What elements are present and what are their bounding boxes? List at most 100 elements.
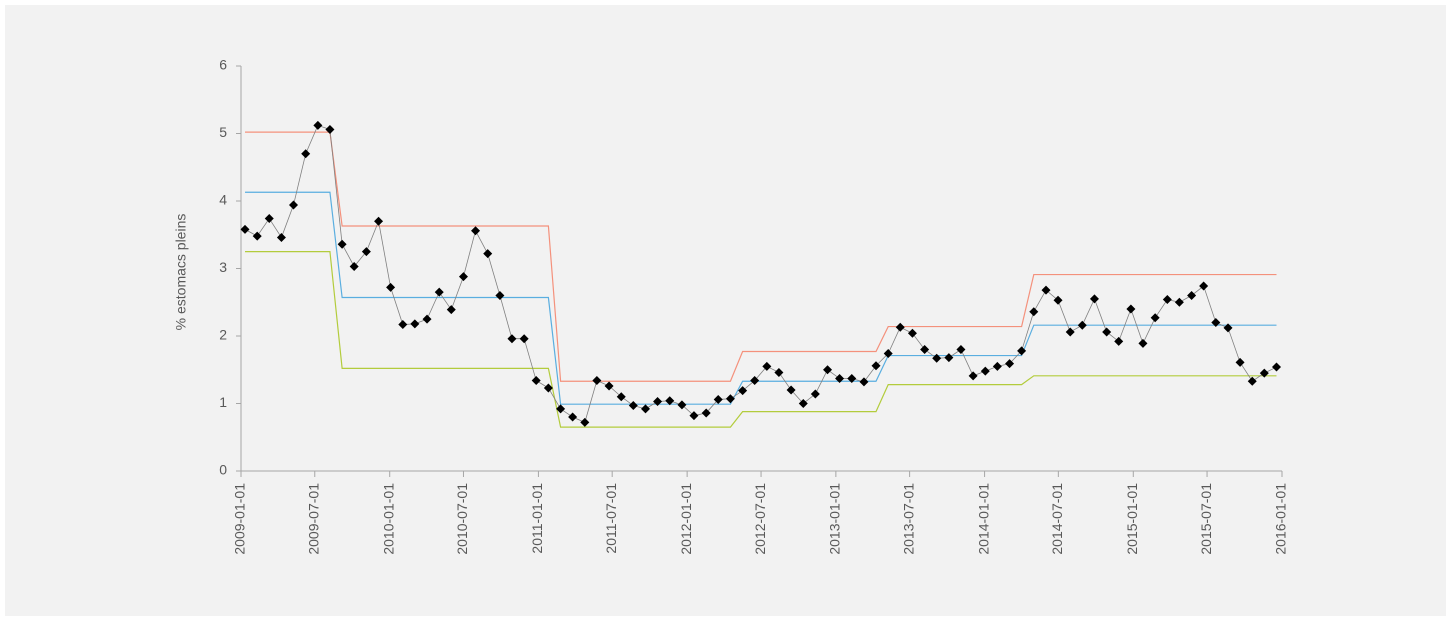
data-point [240,224,250,234]
data-point [1126,304,1136,314]
x-tick-label: 2015-07-01 [1198,483,1214,555]
data-point [1102,327,1112,337]
y-tick-label: 4 [219,192,227,208]
y-tick-label: 2 [219,327,227,343]
data-point [1223,323,1233,333]
data-point [507,334,517,344]
data-point [665,396,675,406]
data-point [434,287,444,297]
data-point [944,353,954,363]
data-point [1271,362,1281,372]
data-point [1199,281,1209,291]
data-point [1077,320,1087,330]
data-point [1259,368,1269,378]
data-point [1138,338,1148,348]
data-point [568,412,578,422]
data-point [446,305,456,315]
x-tick-label: 2010-07-01 [454,483,470,555]
data-point [556,404,566,414]
data-point [604,381,614,391]
data-point [980,366,990,376]
data-point [823,365,833,375]
data-point [713,394,723,404]
data-point [616,392,626,402]
y-axis-label: % estomacs pleins [173,214,189,331]
data-point [398,320,408,330]
data-point [543,383,553,393]
data-point [580,417,590,427]
data-point [1211,318,1221,327]
data-point [1053,295,1063,305]
data-point [992,361,1002,371]
data-point [810,389,820,399]
data-point [1017,346,1027,356]
data-point [1162,295,1172,305]
y-tick-label: 6 [219,57,227,73]
x-tick-label: 2011-01-01 [529,483,545,554]
series-line [245,131,1277,382]
data-point [349,261,359,271]
data-point [786,385,796,395]
data-point [519,334,529,344]
data-point [1041,285,1051,295]
x-tick-label: 2014-01-01 [975,483,991,555]
data-point [1089,294,1099,304]
data-point [835,374,845,384]
data-point [252,231,262,241]
y-tick-label: 3 [219,259,227,275]
data-point [653,396,663,406]
x-tick-label: 2009-07-01 [305,483,321,555]
data-point [1247,376,1257,386]
data-point [495,291,505,300]
x-tick-label: 2013-01-01 [827,483,843,555]
x-tick-label: 2012-01-01 [678,483,694,555]
data-point [883,349,893,359]
data-point [677,400,687,410]
data-point [968,371,978,381]
data-point [337,239,347,249]
data-point [956,345,966,354]
data-point [1150,313,1160,323]
data-point [386,282,396,292]
data-point [276,232,286,242]
data-point [920,345,930,354]
x-tick-label: 2015-01-01 [1124,483,1140,555]
data-point [264,214,274,224]
y-tick-label: 0 [219,462,227,478]
data-point [725,394,735,404]
data-point [847,374,857,384]
data-point [932,353,942,363]
data-point [361,247,371,257]
data-point [701,408,711,418]
data-point [471,226,481,236]
data-point [325,124,335,134]
panel [5,5,1446,616]
data-point [1114,336,1124,346]
data-point [689,411,699,421]
y-tick-label: 5 [219,124,227,140]
data-point [1174,297,1184,307]
series-line [245,191,1277,405]
data-point [483,249,493,259]
data-point [750,376,760,386]
data-point [738,386,748,396]
data-point [531,376,541,386]
data-point [422,314,432,324]
data-point [301,149,311,159]
data-point [288,200,298,210]
data-point [1029,307,1039,317]
x-tick-label: 2013-07-01 [900,483,916,555]
data-point [798,399,808,408]
data-point [628,401,638,411]
data-point [907,328,917,338]
x-tick-label: 2012-07-01 [752,483,768,555]
data-point [374,216,384,226]
y-tick-label: 1 [219,394,227,410]
data-point [1005,359,1015,369]
data-point [458,272,468,282]
x-tick-label: 2011-07-01 [603,483,619,554]
data-point [313,120,323,130]
data-point [641,404,651,414]
series-line [245,251,1277,428]
